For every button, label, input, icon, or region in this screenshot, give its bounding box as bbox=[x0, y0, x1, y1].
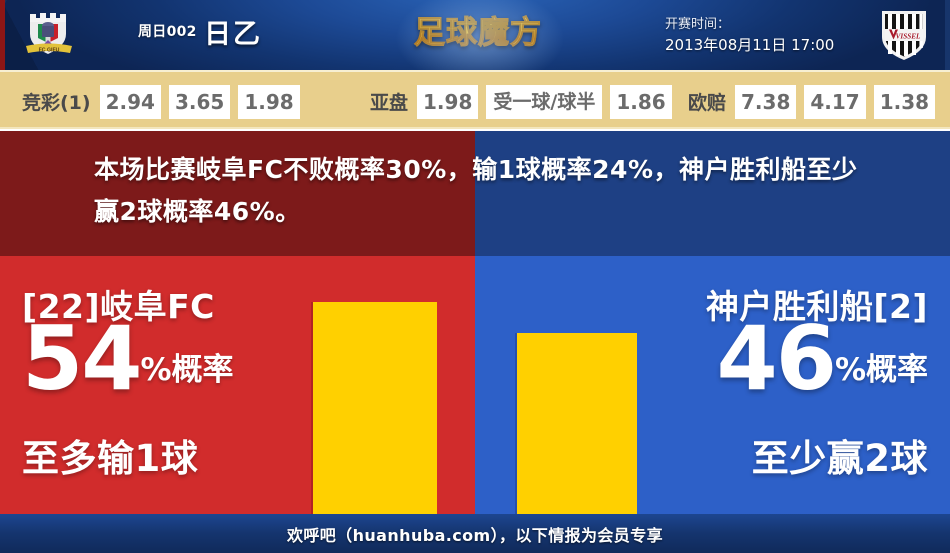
away-probability-suffix: %概率 bbox=[834, 351, 928, 388]
svg-text:FC GIFU: FC GIFU bbox=[39, 47, 60, 53]
odds-bar: 竞彩(1) 2.94 3.65 1.98 亚盘 1.98 受一球/球半 1.86… bbox=[0, 70, 950, 129]
footer-bar: 欢呼吧（huanhuba.com），以下情报为会员专享 bbox=[0, 514, 950, 553]
odds-cell-away[interactable]: 1.38 bbox=[873, 84, 936, 119]
odds-group-label: 亚盘 bbox=[370, 92, 409, 114]
odds-cell-draw[interactable]: 3.65 bbox=[168, 84, 231, 119]
match-round: 周日002 bbox=[138, 24, 197, 40]
odds-cell-away[interactable]: 1.86 bbox=[610, 84, 672, 119]
away-probability: 46 %概率 bbox=[716, 307, 928, 410]
odds-cell-home[interactable]: 7.38 bbox=[735, 84, 797, 119]
home-team-name: [22]岐阜FC bbox=[22, 287, 215, 326]
odds-cell-away[interactable]: 1.98 bbox=[238, 84, 300, 119]
odds-cell-handicap[interactable]: 受一球/球半 bbox=[486, 84, 603, 119]
kickoff-label: 开赛时间： bbox=[665, 17, 731, 32]
banner-left-half bbox=[0, 131, 475, 256]
away-probability-value: 46 bbox=[716, 307, 836, 410]
away-side: 神户胜利船[2] 46 %概率 至少赢2球 bbox=[645, 256, 950, 514]
header-left-edge bbox=[0, 0, 5, 70]
odds-group-label: 欧赔 bbox=[688, 92, 727, 114]
fc-gifu-crest-icon: FC GIFU bbox=[26, 13, 72, 54]
away-outcome: 至少赢2球 bbox=[751, 437, 928, 480]
summary-banner: 本场比赛岐阜FC不败概率30%，输1球概率24%，神户胜利船至少赢2球概率46%… bbox=[0, 131, 950, 256]
match-league: 日乙 bbox=[204, 19, 262, 50]
home-probability: 54 %概率 bbox=[22, 307, 234, 410]
odds-cell-home[interactable]: 1.98 bbox=[417, 84, 479, 119]
footer-text: 欢呼吧（huanhuba.com），以下情报为会员专享 bbox=[286, 525, 664, 545]
kickoff-time: 2013年08月11日 17:00 bbox=[665, 36, 835, 54]
home-outcome: 至多输1球 bbox=[22, 437, 199, 480]
brand-logo: 足球魔方 bbox=[413, 11, 543, 56]
home-probability-value: 54 bbox=[22, 307, 142, 410]
odds-cell-home[interactable]: 2.94 bbox=[99, 84, 161, 119]
match-header: FC GIFU 周日002 日乙 足球魔方 开赛时间： 2013年08月11日 … bbox=[0, 0, 950, 70]
odds-group-oupei: 欧赔 7.38 4.17 1.38 bbox=[688, 72, 943, 131]
home-probability-suffix: %概率 bbox=[140, 351, 234, 388]
bar-away bbox=[517, 333, 637, 514]
header-right-edge bbox=[945, 0, 950, 70]
vissel-kobe-crest-icon: VISSEL bbox=[882, 11, 926, 60]
home-side: [22]岐阜FC 54 %概率 至多输1球 bbox=[0, 256, 300, 514]
odds-group-label: 竞彩(1) bbox=[22, 92, 91, 114]
probability-chart: [22]岐阜FC 54 %概率 至多输1球 神户胜利船[2] 46 %概率 至少… bbox=[0, 256, 950, 514]
banner-text: 本场比赛岐阜FC不败概率30%，输1球概率24%，神户胜利船至少赢2球概率46%… bbox=[94, 155, 858, 226]
banner-right-half bbox=[475, 131, 950, 256]
svg-text:VISSEL: VISSEL bbox=[896, 32, 921, 40]
away-team-name: 神户胜利船[2] bbox=[705, 287, 928, 326]
odds-cell-draw[interactable]: 4.17 bbox=[804, 84, 866, 119]
bar-home bbox=[313, 302, 437, 514]
odds-group-jingcai: 竞彩(1) 2.94 3.65 1.98 bbox=[22, 72, 308, 131]
odds-group-yapan: 亚盘 1.98 受一球/球半 1.86 bbox=[370, 72, 680, 131]
